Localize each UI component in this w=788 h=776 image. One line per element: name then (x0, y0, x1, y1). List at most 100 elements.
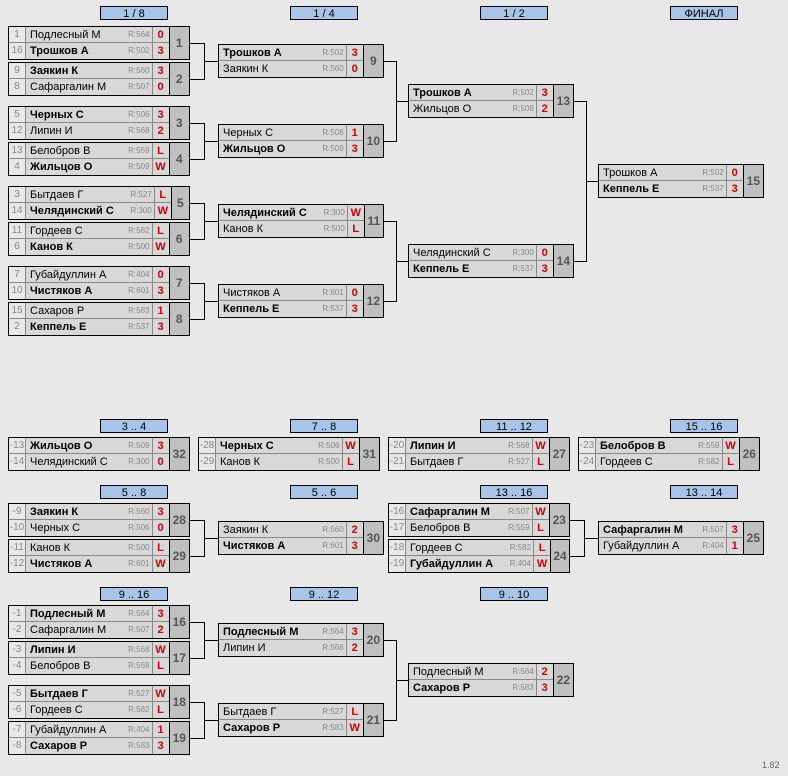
connector (574, 261, 586, 262)
match-22: Подлесный МR:5642Сахаров РR:583322 (408, 663, 574, 697)
match-8: 15Сахаров РR:58312Кеппель ЕR:53738 (8, 302, 190, 336)
rating: R:568 (116, 123, 152, 139)
score: W (152, 159, 169, 175)
player-name: Губайдуллин А (26, 267, 116, 282)
connector (396, 261, 408, 262)
score: 2 (536, 664, 553, 679)
seed: -6 (9, 702, 26, 718)
player-row: -17Белобров ВR:559L (389, 520, 549, 536)
rating: R:537 (310, 301, 346, 317)
score: 3 (536, 85, 553, 100)
player-row: -7Губайдуллин АR:4041 (9, 722, 169, 738)
round-label: 11 .. 12 (480, 419, 548, 433)
seed: 10 (9, 283, 26, 299)
seed: -23 (579, 438, 596, 453)
player-row: -20Липин ИR:568W (389, 438, 549, 454)
rating: R:527 (116, 686, 152, 701)
player-row: -13Жильцов ОR:5093 (9, 438, 169, 454)
rating: R:502 (500, 85, 536, 100)
score: 3 (346, 141, 363, 157)
match-number: 18 (169, 686, 190, 718)
match-1: 1Подлесный МR:564016Трошков АR:50231 (8, 26, 190, 60)
match-18: -5Бытдаев ГR:527W-6Гордеев СR:582L18 (8, 685, 190, 719)
match-15: Трошков АR:5020Кеппель ЕR:537315 (598, 164, 764, 198)
rating: R:537 (690, 181, 726, 197)
player-row: Канов КR:500L (219, 221, 364, 237)
connector (190, 622, 204, 623)
score: W (152, 686, 169, 701)
match-13: Трошков АR:5023Жильцов ОR:509213 (408, 84, 574, 118)
rating: R:502 (116, 43, 152, 59)
connector (586, 181, 598, 182)
player-row: Кеппель ЕR:5373 (219, 301, 363, 317)
score: 3 (726, 181, 743, 197)
player-name: Подлесный М (26, 606, 116, 621)
seed: 6 (9, 239, 26, 255)
seed: -29 (199, 454, 216, 470)
player-row: 12Липин ИR:5682 (9, 123, 169, 139)
match-21: Бытдаев ГR:527LСахаров РR:583W21 (218, 703, 384, 737)
score: 3 (152, 438, 169, 453)
match-number: 13 (553, 85, 573, 117)
player-row: 13Белобров ВR:559L (9, 143, 169, 159)
rating: R:601 (116, 283, 152, 299)
player-row: 4Жильцов ОR:509W (9, 159, 169, 175)
match-number: 1 (169, 27, 190, 59)
player-row: -6Гордеев СR:582L (9, 702, 169, 718)
player-row: -18Гордеев СR:582L (389, 540, 550, 556)
player-row: -11Канов КR:500L (9, 540, 169, 556)
seed: 1 (9, 27, 26, 42)
match-number: 27 (549, 438, 570, 470)
match-number: 25 (743, 522, 763, 554)
player-name: Жильцов О (219, 141, 310, 157)
player-name: Бытдаев Г (26, 187, 118, 202)
seed: -10 (9, 520, 26, 536)
player-row: Черных СR:5061 (219, 125, 363, 141)
player-row: 8Сафаргалин МR:5070 (9, 79, 169, 95)
score: 0 (346, 61, 363, 77)
round-label: 15 .. 16 (670, 419, 738, 433)
seed: -20 (389, 438, 406, 453)
rating: R:507 (496, 504, 532, 519)
player-name: Канов К (26, 540, 116, 555)
player-row: Сахаров РR:583W (219, 720, 363, 736)
rating: R:404 (116, 722, 152, 737)
player-row: -23Белобров ВR:559W (579, 438, 739, 454)
player-row: -10Черных СR:5060 (9, 520, 169, 536)
seed: -8 (9, 738, 26, 754)
round-label: 1 / 2 (480, 6, 548, 20)
match-number: 8 (169, 303, 190, 335)
round-label: 9 .. 16 (100, 587, 168, 601)
rating: R:502 (310, 45, 346, 60)
match-20: Подлесный МR:5643Липин ИR:568220 (218, 623, 384, 657)
seed: 7 (9, 267, 26, 282)
score: L (152, 702, 169, 718)
player-row: Губайдуллин АR:4041 (599, 538, 743, 554)
connector (190, 658, 204, 659)
rating: R:601 (116, 556, 152, 572)
rating: R:583 (116, 303, 152, 318)
match-number: 10 (363, 125, 383, 157)
score: 0 (726, 165, 743, 180)
seed: 16 (9, 43, 26, 59)
player-name: Сафаргалин М (26, 79, 116, 95)
score: W (347, 205, 364, 220)
player-row: Кеппель ЕR:5373 (599, 181, 743, 197)
score: 3 (152, 319, 169, 335)
player-name: Бытдаев Г (26, 686, 116, 701)
score: L (533, 540, 550, 555)
rating: R:564 (116, 27, 152, 42)
rating: R:559 (686, 438, 722, 453)
match-32: -13Жильцов ОR:5093-14Челядинский СR:3000… (8, 437, 190, 471)
connector (384, 720, 396, 721)
match-number: 6 (169, 223, 190, 255)
match-29: -11Канов КR:500L-12Чистяков АR:601W29 (8, 539, 190, 573)
connector (570, 520, 584, 521)
seed: -24 (579, 454, 596, 470)
player-name: Подлесный М (26, 27, 116, 42)
rating: R:564 (116, 606, 152, 621)
score: 3 (152, 738, 169, 754)
player-row: Чистяков АR:6010 (219, 285, 363, 301)
seed: -2 (9, 622, 26, 638)
match-number: 4 (169, 143, 190, 175)
